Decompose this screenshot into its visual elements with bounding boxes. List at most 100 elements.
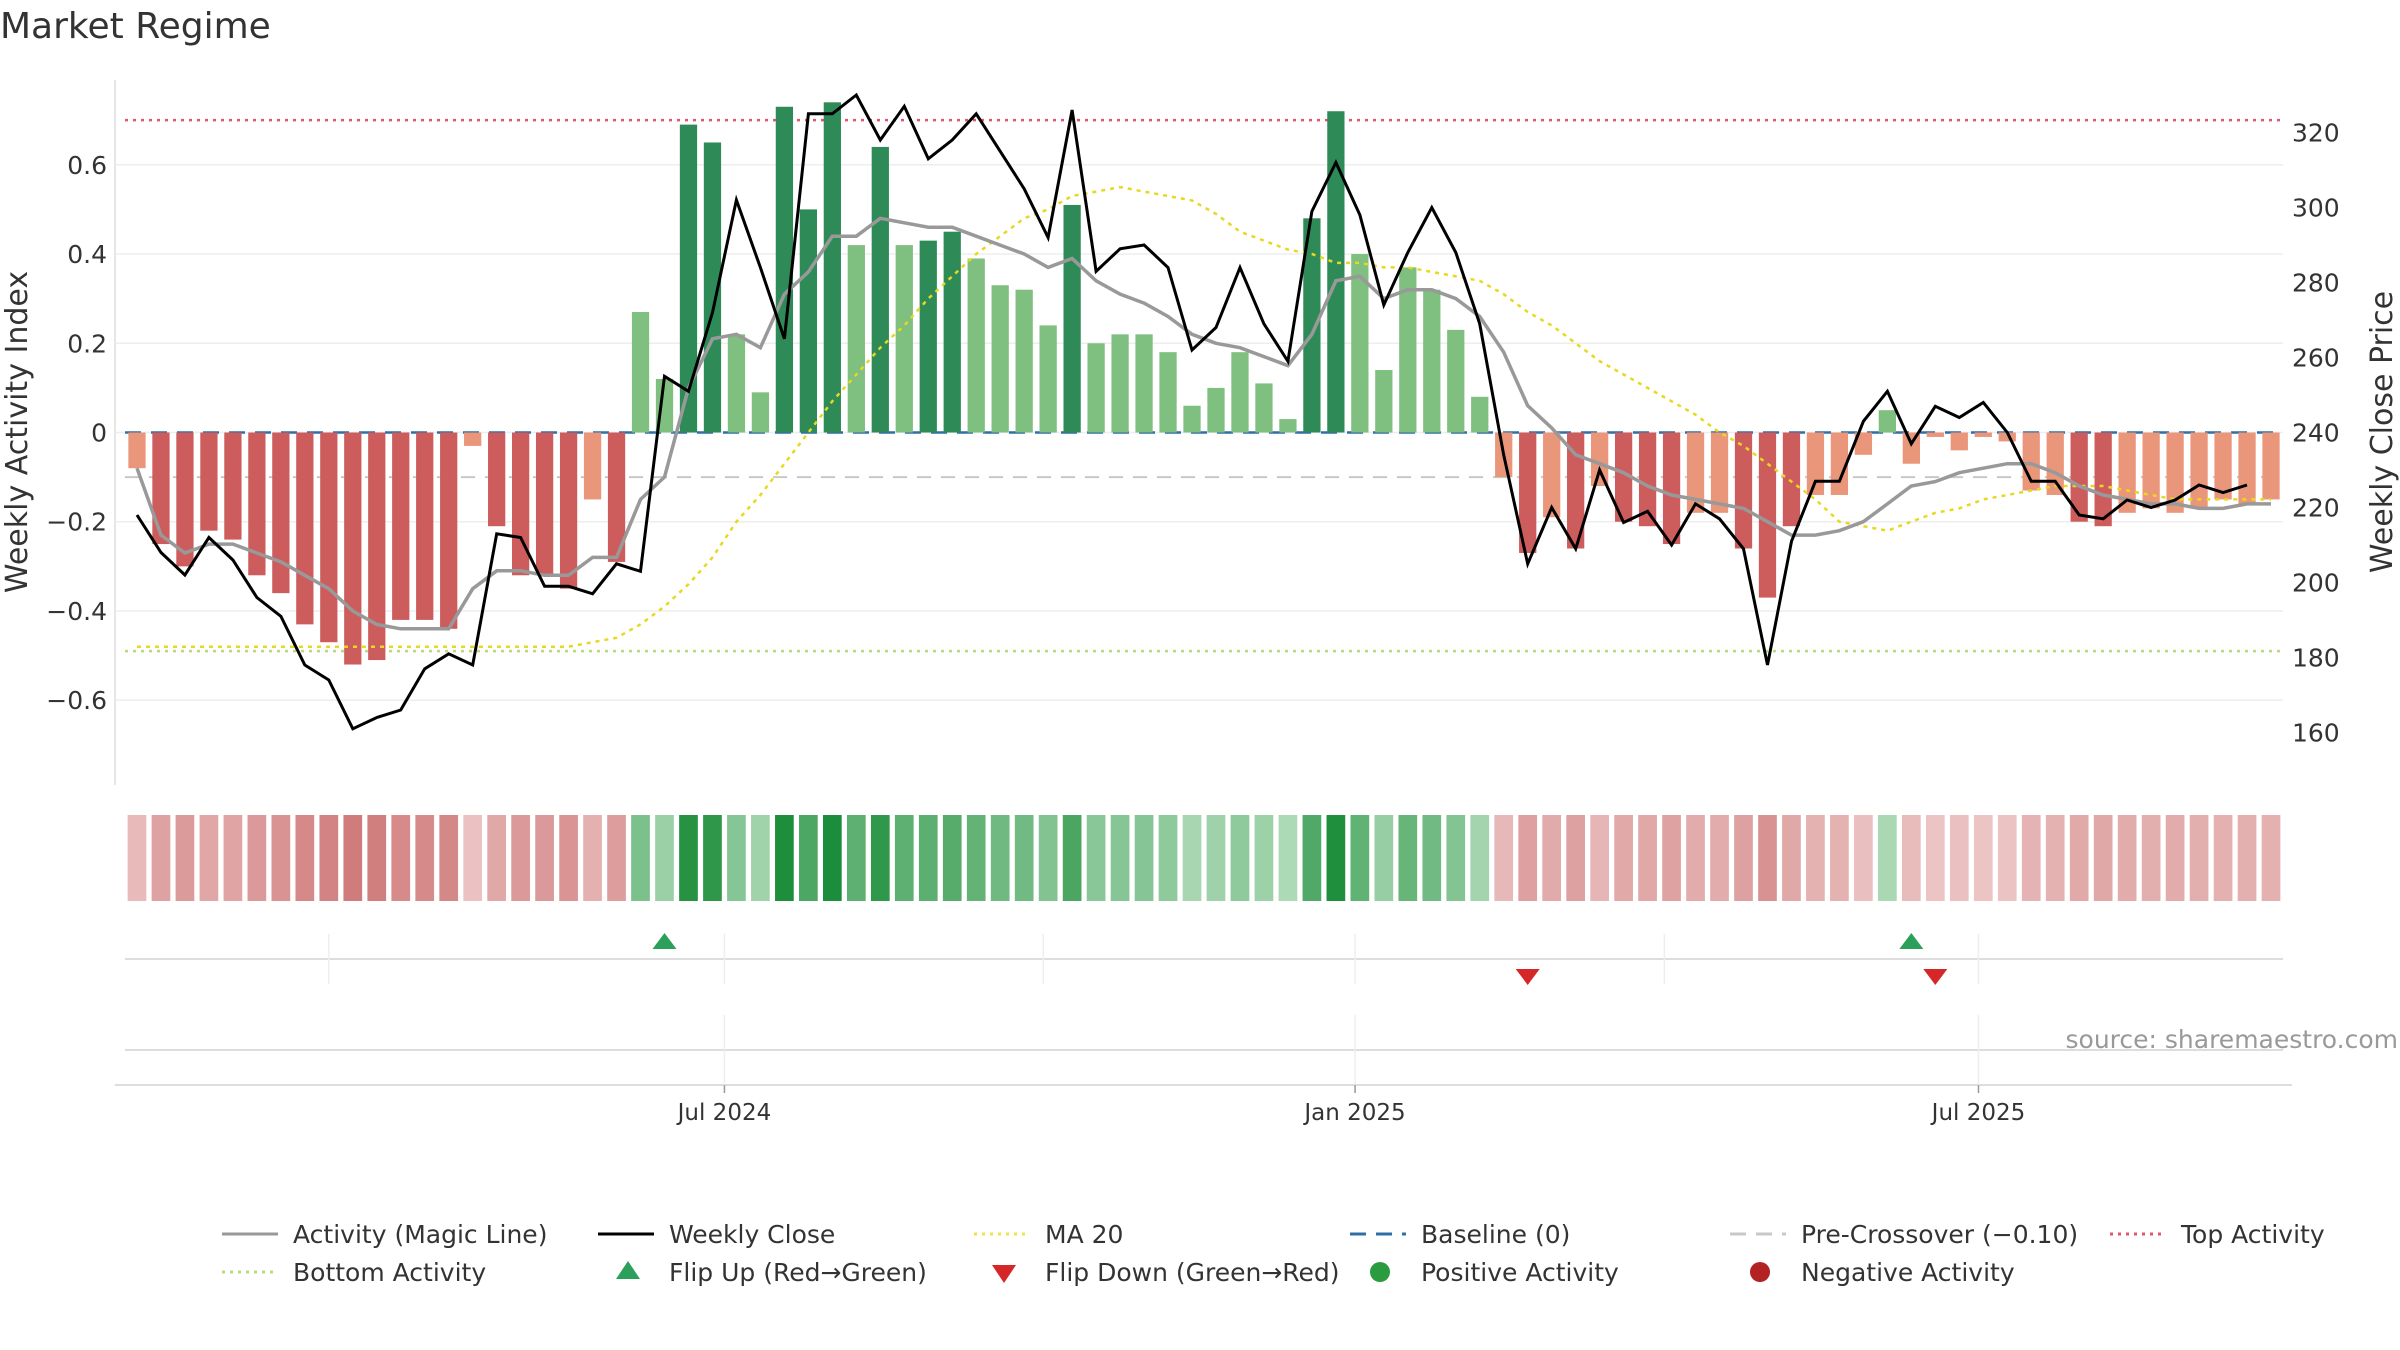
flip-up-marker (1899, 933, 1924, 949)
activity-bar (1614, 432, 1633, 522)
regime-strip-cell (1614, 815, 1633, 901)
regime-strip-cell (247, 815, 267, 901)
flip-up-marker (652, 933, 677, 949)
activity-bar (1854, 432, 1873, 455)
activity-bar (1806, 432, 1825, 495)
source-credit: source: sharemaestro.com (2066, 1025, 2399, 1054)
activity-bar (775, 106, 794, 433)
activity-bar (1111, 334, 1129, 433)
right-y-axis-label: Weekly Close Price (2365, 291, 2400, 573)
activity-bar (1519, 432, 1537, 553)
legend-label: MA 20 (1045, 1220, 1123, 1249)
regime-strip-cell (870, 815, 890, 901)
regime-strip-cell (1158, 815, 1178, 901)
regime-strip-cell (1446, 815, 1466, 901)
activity-bar (1303, 218, 1321, 433)
regime-strip-cell (1638, 815, 1657, 901)
regime-strip-cell (175, 815, 195, 901)
activity-bar (727, 334, 746, 433)
legend-entry: MA 20 (974, 1220, 1123, 1249)
regime-strip-cell (1949, 815, 1969, 901)
activity-bar (1447, 329, 1465, 433)
regime-strip-cell (727, 815, 746, 901)
main-panel: 0.6 0.4 0.2 0 −0.2 −0.4 −0.6 320 300 280 260 240 22… (0, 80, 2400, 785)
regime-strip-cell (1542, 815, 1562, 901)
regime-strip-cell (1806, 815, 1825, 901)
activity-bar (1686, 432, 1705, 513)
legend-swatch (992, 1265, 1016, 1283)
right-y-tick-label: 300 (2292, 194, 2340, 223)
regime-strip-cell (846, 815, 866, 901)
activity-bar (248, 432, 266, 576)
regime-strip-cell (1230, 815, 1250, 901)
legend-label: Flip Down (Green→Red) (1045, 1258, 1340, 1287)
activity-bar (1950, 432, 1968, 451)
regime-strip-cell (1278, 815, 1298, 901)
activity-bar (1902, 432, 1920, 464)
activity-bar (416, 432, 434, 620)
activity-bar (344, 432, 362, 665)
legend-entry: Flip Up (Red→Green) (616, 1258, 927, 1287)
regime-strip-cell (966, 815, 986, 901)
activity-bar (1231, 352, 1249, 433)
activity-bar (152, 432, 170, 545)
activity-bar (1543, 432, 1561, 518)
regime-strip-cell (1470, 815, 1490, 901)
legend-entry: Pre-Crossover (−0.10) (1730, 1220, 2078, 1249)
regime-strip-cell (990, 815, 1010, 901)
regime-strip-cell (775, 815, 794, 901)
activity-bar (1015, 289, 1033, 433)
right-y-tick-label: 280 (2292, 269, 2340, 298)
regime-strip-cell (1206, 815, 1226, 901)
activity-bar (991, 285, 1009, 433)
activity-bar (1758, 432, 1777, 598)
regime-strip-cell (1086, 815, 1106, 901)
activity-bar (464, 432, 482, 446)
activity-bar (2046, 432, 2064, 495)
activity-bar (895, 245, 913, 433)
activity-bar (1063, 204, 1081, 433)
regime-strip-cell (1997, 815, 2017, 901)
regime-strip-cell (559, 815, 578, 901)
flip-markers (652, 933, 1948, 985)
left-y-tick-label: 0.6 (67, 151, 107, 180)
flip-panel-gridlines (328, 934, 1980, 984)
regime-strip-cell (1566, 815, 1586, 901)
activity-bar (512, 432, 530, 576)
activity-bar (2094, 432, 2112, 527)
regime-strip-cell (1494, 815, 1514, 901)
flip-panel (125, 933, 2283, 985)
activity-bar (224, 432, 242, 540)
weekly-close-line (135, 92, 2248, 731)
legend-label: Flip Up (Red→Green) (669, 1258, 927, 1287)
activity-bar (2166, 432, 2184, 513)
legend-entry: Flip Down (Green→Red) (992, 1258, 1340, 1287)
regime-strip-cell (1110, 815, 1130, 901)
regime-strip-cell (822, 815, 842, 901)
activity-bar (1255, 383, 1273, 433)
regime-strip-cell (2069, 815, 2089, 901)
activity-bar (488, 432, 506, 527)
activity-bar (2214, 432, 2232, 500)
activity-bar (1279, 419, 1297, 433)
regime-strip-cell (1014, 815, 1034, 901)
activity-bar (2262, 432, 2280, 500)
activity-bar (2190, 432, 2208, 509)
activity-bar (1375, 370, 1393, 433)
activity-bar (1039, 325, 1057, 433)
activity-bar (919, 240, 937, 433)
regime-strip-cell (1374, 815, 1394, 901)
legend-entry: Bottom Activity (222, 1258, 486, 1287)
legend-entry: Negative Activity (1750, 1258, 2015, 1287)
activity-bar (200, 432, 218, 531)
right-y-tick-label: 320 (2292, 119, 2340, 148)
right-y-tick-label: 220 (2292, 494, 2340, 523)
regime-strip-cell (151, 815, 171, 901)
activity-bar (1207, 387, 1225, 433)
activity-bar (1926, 432, 1944, 437)
regime-strip-cell (2093, 815, 2113, 901)
legend-entry: Top Activity (2110, 1220, 2325, 1249)
regime-strip-cell (487, 815, 507, 901)
activity-bar (847, 245, 865, 433)
legend-label: Top Activity (2180, 1220, 2325, 1249)
